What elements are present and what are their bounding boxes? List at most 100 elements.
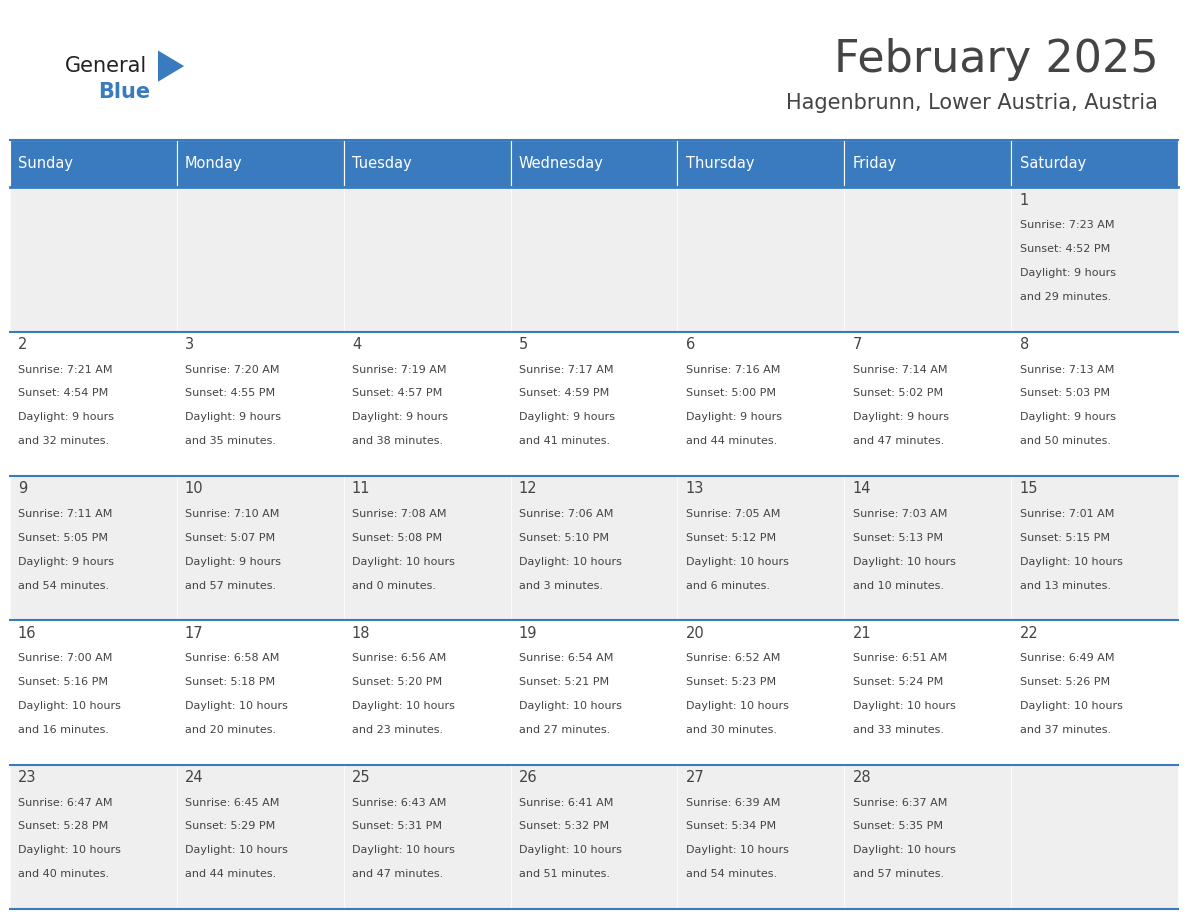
Text: Daylight: 10 hours: Daylight: 10 hours: [685, 701, 789, 711]
Text: Sunset: 5:21 PM: Sunset: 5:21 PM: [519, 677, 609, 687]
Text: and 0 minutes.: and 0 minutes.: [352, 580, 436, 590]
Text: Sunrise: 6:47 AM: Sunrise: 6:47 AM: [18, 798, 113, 808]
Text: Sunday: Sunday: [18, 156, 72, 171]
Text: and 47 minutes.: and 47 minutes.: [352, 869, 443, 879]
Text: and 16 minutes.: and 16 minutes.: [18, 725, 109, 734]
Text: Daylight: 9 hours: Daylight: 9 hours: [18, 412, 114, 422]
Text: 12: 12: [519, 481, 537, 497]
Text: 26: 26: [519, 770, 537, 785]
Text: and 20 minutes.: and 20 minutes.: [185, 725, 276, 734]
Text: and 37 minutes.: and 37 minutes.: [1019, 725, 1111, 734]
Text: and 33 minutes.: and 33 minutes.: [853, 725, 943, 734]
Text: General: General: [65, 56, 147, 76]
Text: Daylight: 10 hours: Daylight: 10 hours: [853, 845, 955, 856]
Text: Sunrise: 7:13 AM: Sunrise: 7:13 AM: [1019, 364, 1114, 375]
Text: Daylight: 10 hours: Daylight: 10 hours: [18, 845, 121, 856]
Text: 14: 14: [853, 481, 871, 497]
Text: and 32 minutes.: and 32 minutes.: [18, 436, 109, 446]
Text: and 54 minutes.: and 54 minutes.: [18, 580, 109, 590]
Text: 4: 4: [352, 337, 361, 353]
Text: Daylight: 10 hours: Daylight: 10 hours: [352, 845, 455, 856]
Text: and 47 minutes.: and 47 minutes.: [853, 436, 944, 446]
Text: 28: 28: [853, 770, 872, 785]
Text: 11: 11: [352, 481, 371, 497]
Text: Thursday: Thursday: [685, 156, 754, 171]
Text: and 57 minutes.: and 57 minutes.: [853, 869, 944, 879]
Text: Daylight: 10 hours: Daylight: 10 hours: [18, 701, 121, 711]
Text: 17: 17: [185, 626, 203, 641]
Text: 5: 5: [519, 337, 529, 353]
Text: 24: 24: [185, 770, 203, 785]
Text: 13: 13: [685, 481, 704, 497]
Text: and 13 minutes.: and 13 minutes.: [1019, 580, 1111, 590]
Text: Daylight: 10 hours: Daylight: 10 hours: [853, 701, 955, 711]
Text: 6: 6: [685, 337, 695, 353]
Text: 21: 21: [853, 626, 872, 641]
Text: Daylight: 10 hours: Daylight: 10 hours: [853, 556, 955, 566]
Text: and 51 minutes.: and 51 minutes.: [519, 869, 609, 879]
Text: Sunrise: 7:10 AM: Sunrise: 7:10 AM: [185, 509, 279, 519]
Text: Daylight: 10 hours: Daylight: 10 hours: [685, 556, 789, 566]
Text: Daylight: 10 hours: Daylight: 10 hours: [185, 701, 287, 711]
Text: and 54 minutes.: and 54 minutes.: [685, 869, 777, 879]
Text: Sunrise: 6:51 AM: Sunrise: 6:51 AM: [853, 654, 947, 663]
Text: 25: 25: [352, 770, 371, 785]
Text: Sunrise: 7:11 AM: Sunrise: 7:11 AM: [18, 509, 112, 519]
Text: Sunset: 4:55 PM: Sunset: 4:55 PM: [185, 388, 274, 398]
Text: and 29 minutes.: and 29 minutes.: [1019, 292, 1111, 302]
Text: Sunrise: 7:19 AM: Sunrise: 7:19 AM: [352, 364, 447, 375]
Text: and 38 minutes.: and 38 minutes.: [352, 436, 443, 446]
Text: Hagenbrunn, Lower Austria, Austria: Hagenbrunn, Lower Austria, Austria: [786, 93, 1158, 113]
Text: Daylight: 10 hours: Daylight: 10 hours: [1019, 556, 1123, 566]
Text: 7: 7: [853, 337, 862, 353]
Text: Sunset: 4:52 PM: Sunset: 4:52 PM: [1019, 244, 1110, 254]
Text: Daylight: 10 hours: Daylight: 10 hours: [185, 845, 287, 856]
Text: Sunrise: 7:14 AM: Sunrise: 7:14 AM: [853, 364, 947, 375]
Text: Sunset: 5:10 PM: Sunset: 5:10 PM: [519, 532, 608, 543]
Text: Sunrise: 6:58 AM: Sunrise: 6:58 AM: [185, 654, 279, 663]
Text: Daylight: 9 hours: Daylight: 9 hours: [685, 412, 782, 422]
Text: Daylight: 9 hours: Daylight: 9 hours: [1019, 268, 1116, 278]
Text: and 50 minutes.: and 50 minutes.: [1019, 436, 1111, 446]
Text: Sunrise: 6:49 AM: Sunrise: 6:49 AM: [1019, 654, 1114, 663]
Text: 23: 23: [18, 770, 37, 785]
Text: and 27 minutes.: and 27 minutes.: [519, 725, 611, 734]
Text: Sunrise: 7:03 AM: Sunrise: 7:03 AM: [853, 509, 947, 519]
Text: 22: 22: [1019, 626, 1038, 641]
Text: Wednesday: Wednesday: [519, 156, 604, 171]
Text: 10: 10: [185, 481, 203, 497]
Text: 3: 3: [185, 337, 194, 353]
Text: Sunrise: 6:39 AM: Sunrise: 6:39 AM: [685, 798, 781, 808]
Text: Tuesday: Tuesday: [352, 156, 411, 171]
Text: Daylight: 9 hours: Daylight: 9 hours: [185, 412, 280, 422]
Text: Sunrise: 7:23 AM: Sunrise: 7:23 AM: [1019, 220, 1114, 230]
Text: Sunset: 4:54 PM: Sunset: 4:54 PM: [18, 388, 108, 398]
Text: Sunset: 4:59 PM: Sunset: 4:59 PM: [519, 388, 609, 398]
Text: Sunrise: 6:37 AM: Sunrise: 6:37 AM: [853, 798, 947, 808]
Text: Daylight: 10 hours: Daylight: 10 hours: [1019, 701, 1123, 711]
Text: Sunrise: 7:16 AM: Sunrise: 7:16 AM: [685, 364, 781, 375]
Text: and 41 minutes.: and 41 minutes.: [519, 436, 609, 446]
Text: Monday: Monday: [185, 156, 242, 171]
Text: Sunset: 4:57 PM: Sunset: 4:57 PM: [352, 388, 442, 398]
Text: Sunrise: 7:01 AM: Sunrise: 7:01 AM: [1019, 509, 1114, 519]
Text: and 6 minutes.: and 6 minutes.: [685, 580, 770, 590]
Text: Daylight: 10 hours: Daylight: 10 hours: [685, 845, 789, 856]
Text: Sunset: 5:29 PM: Sunset: 5:29 PM: [185, 822, 276, 832]
Text: 20: 20: [685, 626, 704, 641]
Text: Sunset: 5:13 PM: Sunset: 5:13 PM: [853, 532, 943, 543]
Text: Sunset: 5:23 PM: Sunset: 5:23 PM: [685, 677, 776, 687]
Text: Sunset: 5:28 PM: Sunset: 5:28 PM: [18, 822, 108, 832]
Text: Sunrise: 6:45 AM: Sunrise: 6:45 AM: [185, 798, 279, 808]
Text: Daylight: 9 hours: Daylight: 9 hours: [18, 556, 114, 566]
Text: and 44 minutes.: and 44 minutes.: [185, 869, 276, 879]
Text: Daylight: 9 hours: Daylight: 9 hours: [1019, 412, 1116, 422]
Text: and 35 minutes.: and 35 minutes.: [185, 436, 276, 446]
Text: Sunset: 5:16 PM: Sunset: 5:16 PM: [18, 677, 108, 687]
Text: 19: 19: [519, 626, 537, 641]
Text: 18: 18: [352, 626, 371, 641]
Text: Sunrise: 7:20 AM: Sunrise: 7:20 AM: [185, 364, 279, 375]
Text: and 57 minutes.: and 57 minutes.: [185, 580, 276, 590]
Text: Sunset: 5:18 PM: Sunset: 5:18 PM: [185, 677, 274, 687]
Text: Sunrise: 7:06 AM: Sunrise: 7:06 AM: [519, 509, 613, 519]
